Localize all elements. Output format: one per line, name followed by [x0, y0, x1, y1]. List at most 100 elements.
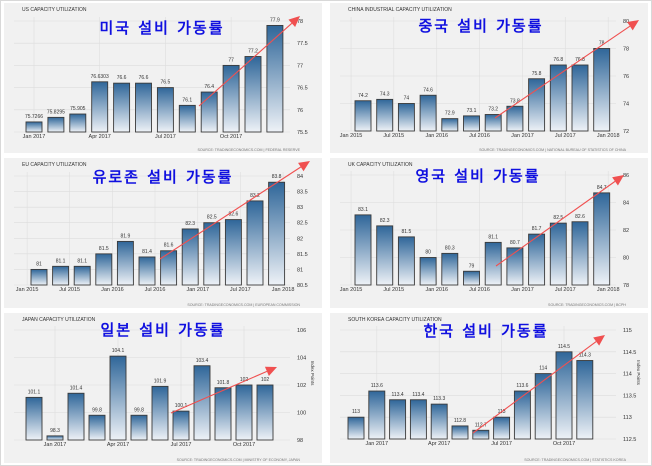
x-tick-label: Oct 2017 — [553, 441, 575, 447]
trend-arrow-head-icon — [593, 335, 605, 346]
bar — [235, 384, 253, 441]
bar — [73, 265, 91, 286]
bar — [472, 429, 490, 440]
bar-value-label: 114.5 — [558, 344, 570, 350]
bar-value-label: 74.6 — [423, 87, 433, 93]
chart-svg: 72 74 76 78 80 Jan 2015 Jul 2015 Jan 2016 Jul 20… — [330, 3, 648, 153]
x-tick-label: Oct 2017 — [233, 442, 255, 448]
bar-value-label: 101.9 — [154, 378, 167, 384]
chart-source: SOURCE: TRADINGECONOMICS.COM | EUROPEAN … — [187, 303, 300, 307]
x-tick-label: Apr 2017 — [107, 442, 129, 448]
y-tick-label: 112.5 — [623, 437, 636, 443]
x-tick-label: Jan 2018 — [597, 287, 620, 293]
bar — [30, 268, 48, 286]
bar — [91, 81, 109, 133]
bar — [549, 222, 567, 286]
bar-value-label: 98.3 — [50, 428, 60, 434]
bar-value-label: 78 — [599, 41, 605, 47]
chart-svg: 112.5 113 113.5 114 114.5 115 Jan 2017 Apr 2017… — [330, 313, 648, 463]
bar — [528, 78, 546, 132]
bar-value-label: 80.7 — [510, 240, 520, 246]
bar-value-label: 113.3 — [433, 396, 445, 402]
y-tick-label: 114 — [623, 372, 632, 378]
x-tick-label: Jan 2017 — [44, 442, 67, 448]
x-tick-label: Jul 2015 — [59, 287, 80, 293]
bar — [354, 214, 372, 286]
bar — [172, 410, 190, 441]
bar — [451, 425, 469, 440]
y-tick-label: 104 — [297, 356, 306, 362]
y-tick-label: 114.5 — [623, 350, 636, 356]
chart-title: UK CAPACITY UTILIZATION — [348, 162, 413, 168]
bar — [246, 200, 264, 286]
bar — [200, 91, 218, 133]
bar-value-label: 76.1 — [182, 97, 192, 103]
x-tick-label: Jul 2017 — [555, 287, 576, 293]
x-tick-label: Jan 2016 — [425, 133, 448, 139]
y-tick-label: 82 — [623, 228, 629, 234]
chart-title: US CAPACITY UTILIZATION — [22, 7, 87, 13]
korean-annotation: 유로존 설비 가동률 — [93, 168, 234, 186]
x-tick-label: Jan 2016 — [101, 287, 124, 293]
bar — [52, 265, 70, 286]
bar-value-label: 101.4 — [70, 385, 83, 391]
bar — [156, 87, 174, 133]
x-tick-label: Jan 2015 — [340, 133, 363, 139]
bar-value-label: 81.4 — [142, 249, 152, 255]
y-tick-label: 81 — [297, 267, 303, 273]
x-tick-label: Jan 2017 — [365, 441, 388, 447]
trend-arrow-line — [159, 166, 302, 260]
bar-value-label: 81.1 — [56, 258, 66, 264]
bar — [214, 387, 232, 441]
bar — [268, 181, 286, 286]
bar-value-label: 76.6 — [139, 75, 149, 81]
x-tick-label: Jan 2017 — [186, 287, 209, 293]
x-tick-label: Jul 2015 — [383, 133, 404, 139]
x-tick-label: Jul 2016 — [469, 133, 490, 139]
y-tick-label: 76 — [297, 108, 303, 114]
bar — [534, 373, 552, 440]
chart-svg: 98 100 102 104 106 Jan 2017 Apr 2017 Jul 2017 Oc… — [4, 313, 322, 463]
chart-title: EU CAPACITY UTILIZATION — [22, 162, 87, 168]
bar — [555, 351, 573, 440]
x-tick-label: Jul 2016 — [145, 287, 166, 293]
bar-value-label: 101.8 — [217, 380, 230, 386]
chart-svg: 75.5 76 76.5 77 77.5 78 Jan 2017 Apr 2017 Jul 20… — [4, 3, 322, 153]
bar-value-label: 72.9 — [445, 111, 455, 117]
trend-arrow-head-icon — [298, 161, 310, 172]
x-tick-label: Jan 2018 — [597, 133, 620, 139]
bar-value-label: 83.2 — [250, 193, 260, 199]
bar — [397, 236, 415, 286]
bar-value-label: 113.6 — [371, 383, 383, 389]
x-tick-label: Jan 2016 — [425, 287, 448, 293]
bar-value-label: 76.4 — [204, 84, 214, 90]
bar — [430, 403, 448, 440]
bar — [25, 396, 43, 441]
korean-annotation: 한국 설비 가동률 — [423, 322, 548, 340]
bar-value-label: 102 — [261, 377, 270, 383]
trend-arrow-line — [198, 22, 293, 107]
bar — [160, 250, 178, 286]
x-tick-label: Apr 2017 — [89, 134, 111, 140]
bar-value-label: 76.5 — [161, 80, 171, 86]
chart-title: JAPAN CAPACITY UTILIZATION — [22, 317, 96, 323]
bar — [593, 48, 611, 132]
chart-source: SOURCE: TRADINGECONOMICS.COM | FEDERAL R… — [197, 148, 300, 152]
x-tick-label: Jan 2015 — [340, 287, 363, 293]
x-tick-label: Jan 2017 — [23, 134, 46, 140]
x-tick-label: Jan 2017 — [511, 287, 534, 293]
uk-capacity-chart: 78 80 82 84 86 Jan 2015 Jul 2015 Jan 2016 Jul 20… — [326, 155, 652, 310]
x-tick-label: Jul 2017 — [491, 441, 512, 447]
chart-title: SOUTH KOREA CAPACITY UTILIZATION — [348, 317, 442, 323]
bar-value-label: 81.7 — [532, 226, 542, 232]
y-tick-label: 77 — [297, 63, 303, 69]
bar — [266, 24, 284, 133]
bar — [463, 270, 480, 286]
y-tick-label: 115 — [623, 328, 632, 334]
y-axis-label: Index Points — [636, 360, 641, 386]
bar-value-label: 100.1 — [175, 403, 188, 409]
bar — [493, 416, 511, 440]
bar — [113, 82, 131, 133]
bar-value-label: 75.905 — [70, 106, 86, 112]
bar-value-label: 112.8 — [454, 418, 466, 424]
